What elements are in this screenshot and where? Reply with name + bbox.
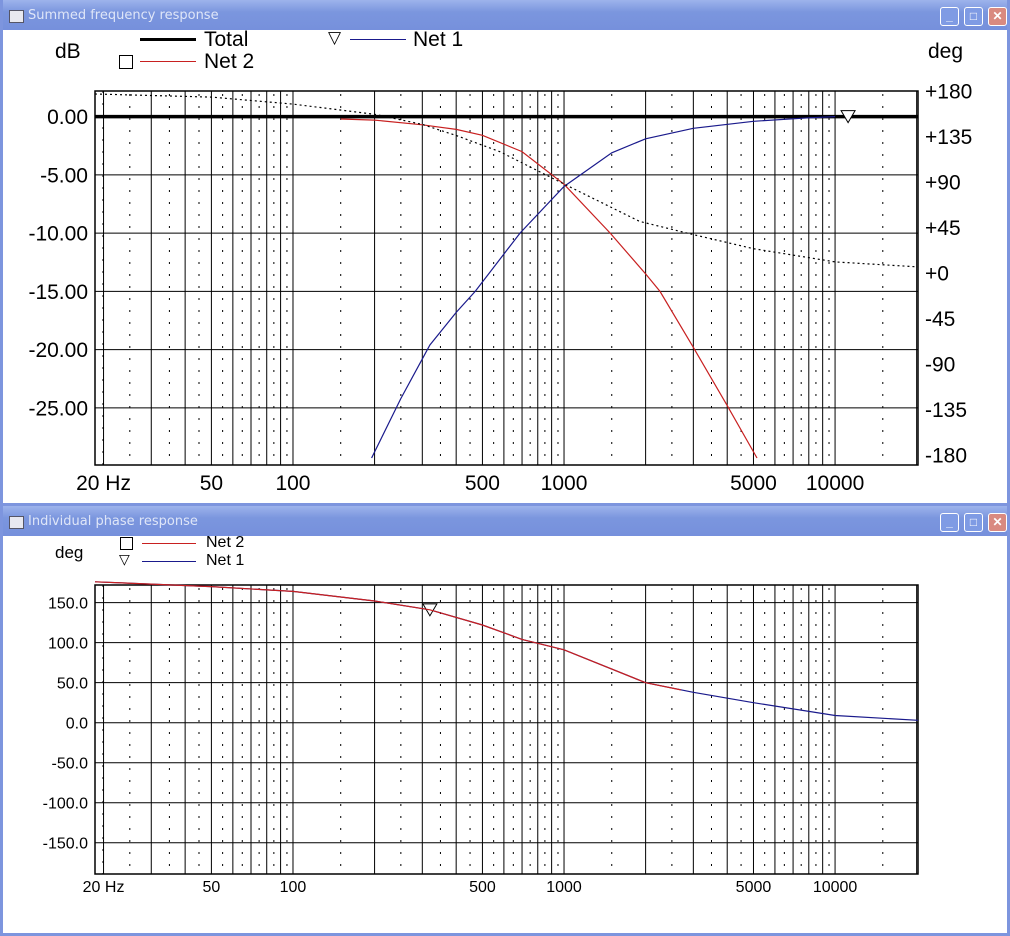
title-bar[interactable]: Summed frequency response _ □ ✕ <box>3 0 1007 30</box>
triangle-marker-icon: ▽ <box>119 551 130 567</box>
x-tick-label: 10000 <box>806 472 864 495</box>
close-button[interactable]: ✕ <box>988 7 1007 26</box>
minimize-button[interactable]: _ <box>940 7 959 26</box>
x-tick-label: 50 <box>200 472 223 495</box>
window-title: Individual phase response <box>28 514 198 529</box>
legend-net2-line <box>142 543 196 544</box>
chart-1: 20 Hz 50 100 500 1000 5000 10000 0.00 -5.00 -10.0… <box>28 81 972 495</box>
y-tick-label: -50.0 <box>52 755 89 772</box>
legend-net2-label: Net 2 <box>204 50 255 73</box>
y2-tick-label: +135 <box>925 126 972 149</box>
x-tick-label: 5000 <box>730 472 777 495</box>
x-tick-label: 1000 <box>546 879 582 896</box>
square-marker-icon <box>120 537 133 550</box>
individual-phase-window: Individual phase response _ □ ✕ <box>0 506 1010 936</box>
square-marker-icon <box>119 55 133 69</box>
triangle-marker-icon: ▽ <box>328 28 342 47</box>
y-tick-label: -5.00 <box>40 164 88 187</box>
y-tick-label: -100.0 <box>43 796 88 813</box>
chart-2: 20 Hz 50 100 500 1000 5000 10000 150.0 100.0 50.0… <box>43 581 919 896</box>
y2-tick-label: -135 <box>925 399 967 422</box>
series-net-2 <box>94 581 682 691</box>
series-net-1 <box>371 116 836 459</box>
x-tick-label: 20 Hz <box>83 879 125 896</box>
y-tick-label: 0.00 <box>47 106 88 129</box>
minimize-button[interactable]: _ <box>940 513 959 532</box>
y2-tick-label: +45 <box>925 217 961 240</box>
legend-net1-label: Net 1 <box>413 28 464 51</box>
title-bar[interactable]: Individual phase response _ □ ✕ <box>3 506 1007 536</box>
legend-net1-label: Net 1 <box>206 552 245 569</box>
x-tick-label: 10000 <box>813 879 858 896</box>
x-tick-label: 1000 <box>541 472 588 495</box>
x-tick-label: 5000 <box>736 879 772 896</box>
y-tick-label: 150.0 <box>48 595 88 612</box>
summed-frequency-window: Summed frequency response _ □ ✕ <box>0 0 1010 506</box>
window-icon <box>9 10 24 23</box>
left-axis-unit: dB <box>55 40 81 63</box>
plot-frame <box>94 90 919 466</box>
close-button[interactable]: ✕ <box>988 513 1007 532</box>
maximize-button[interactable]: □ <box>964 513 983 532</box>
series-phase <box>94 93 919 268</box>
y-tick-label: -20.00 <box>28 339 88 362</box>
y-tick-label: 50.0 <box>57 675 88 692</box>
y2-tick-label: -90 <box>925 354 955 377</box>
legend-total-line <box>140 38 196 41</box>
y-tick-label: -15.00 <box>28 281 88 304</box>
x-tick-label: 100 <box>275 472 310 495</box>
x-tick-label: 500 <box>469 879 496 896</box>
legend-total-label: Total <box>204 28 249 51</box>
axis-unit: deg <box>55 543 84 562</box>
right-axis-unit: deg <box>928 40 964 63</box>
x-tick-label: 500 <box>465 472 500 495</box>
x-tick-label: 100 <box>280 879 307 896</box>
y-tick-label: 100.0 <box>48 635 88 652</box>
y2-tick-label: +0 <box>925 263 949 286</box>
x-tick-label: 50 <box>203 879 221 896</box>
legend-net1-line <box>350 39 406 40</box>
triangle-marker-icon <box>840 110 856 124</box>
legend-net2-label: Net 2 <box>206 534 245 551</box>
y2-tick-label: -180 <box>925 445 967 468</box>
y-tick-label: -150.0 <box>43 836 88 853</box>
window-title: Summed frequency response <box>28 8 219 23</box>
x-tick-label: 20 Hz <box>76 472 131 495</box>
series-net-2 <box>340 118 758 459</box>
y-tick-label: -25.00 <box>28 397 88 420</box>
legend-net1-line <box>142 561 196 562</box>
y-tick-label: -10.00 <box>28 223 88 246</box>
y2-tick-label: +90 <box>925 172 961 195</box>
plot-frame <box>94 584 919 875</box>
y-tick-label: 0.0 <box>66 715 88 732</box>
y2-tick-label: +180 <box>925 81 972 104</box>
y2-tick-label: -45 <box>925 308 955 331</box>
maximize-button[interactable]: □ <box>964 7 983 26</box>
window-icon <box>9 516 24 529</box>
legend-net2-line <box>140 61 196 62</box>
